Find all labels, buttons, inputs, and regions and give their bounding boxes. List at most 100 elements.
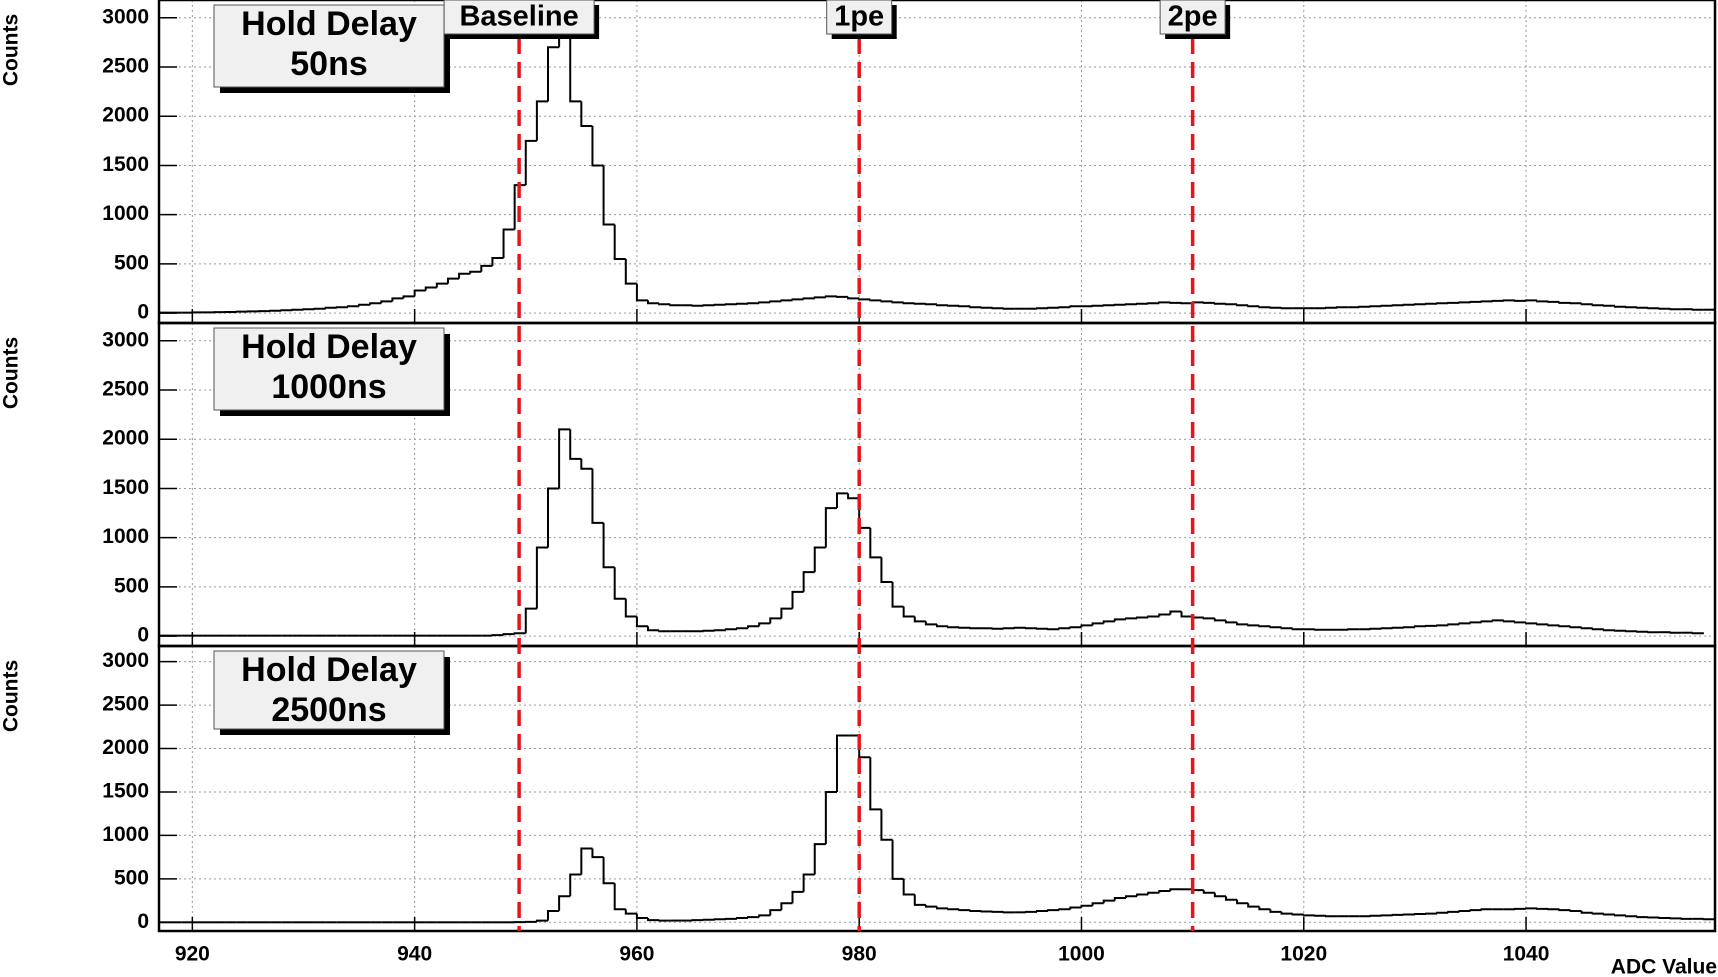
histogram-bin xyxy=(858,298,871,301)
histogram-bin xyxy=(602,165,615,226)
marker-label: Baseline xyxy=(459,1,578,33)
histogram-bin xyxy=(1247,305,1260,308)
histogram-bin xyxy=(1591,628,1604,631)
histogram-bin xyxy=(547,487,560,548)
histogram-bin xyxy=(435,282,448,288)
histogram-bin xyxy=(491,257,504,266)
annotation: Hold Delay xyxy=(241,5,417,43)
histogram-bin xyxy=(635,616,649,628)
histogram-bin xyxy=(891,581,904,608)
histogram-bin xyxy=(1247,624,1260,627)
y-tick-label: 1500 xyxy=(102,153,149,176)
histogram-bin xyxy=(1447,623,1460,626)
marker-label: 1pe xyxy=(834,1,884,33)
x-tick-label: 1020 xyxy=(1280,943,1327,966)
histogram-bin xyxy=(802,873,815,892)
histogram-bin xyxy=(1258,906,1271,911)
histogram-bin xyxy=(324,306,337,309)
histogram-bin xyxy=(1113,896,1126,901)
histogram-bin xyxy=(1136,616,1149,619)
histogram-bin xyxy=(735,627,749,630)
histogram-bin xyxy=(1613,305,1627,308)
histogram-bin xyxy=(1525,622,1538,625)
histogram-bin xyxy=(1291,913,1304,916)
histogram-bin xyxy=(1613,914,1627,917)
histogram-bin xyxy=(880,809,893,841)
histogram-bin xyxy=(913,616,926,623)
histogram-bin xyxy=(591,126,604,167)
annotation-box xyxy=(213,4,445,88)
histogram-bin xyxy=(813,843,826,875)
histogram-bin xyxy=(758,622,771,627)
histogram-bin xyxy=(1591,304,1604,307)
histogram-bin xyxy=(1258,306,1271,309)
histogram-bin xyxy=(1047,909,1060,912)
histogram-bin xyxy=(1625,915,1638,918)
histogram-bin xyxy=(602,857,615,885)
histogram-bin xyxy=(1058,908,1071,911)
annotation: 50ns xyxy=(290,45,368,83)
histogram-bin xyxy=(936,624,949,628)
histogram-bin xyxy=(1080,624,1093,628)
histogram-bin xyxy=(769,909,782,916)
histogram-bin xyxy=(969,910,982,913)
y-tick-label: 3000 xyxy=(102,649,149,672)
histogram-bin xyxy=(1258,625,1271,628)
histogram-bin xyxy=(1447,910,1460,913)
histogram-bin xyxy=(847,296,860,300)
histogram-bin xyxy=(547,910,560,921)
histogram-bin xyxy=(813,296,826,299)
y-axis-label: Counts xyxy=(0,337,23,409)
histogram-bin xyxy=(1158,613,1171,617)
marker-label-box xyxy=(1159,0,1226,35)
annotation-box xyxy=(213,327,445,411)
histogram-bin xyxy=(1547,624,1560,627)
histogram-bin xyxy=(1058,627,1071,630)
histogram-bin xyxy=(1202,890,1215,894)
histogram-bin xyxy=(424,286,437,291)
histogram-bin xyxy=(591,468,604,524)
histogram-bin xyxy=(1602,629,1615,632)
y-tick-label: 2000 xyxy=(102,736,149,759)
histogram-bin xyxy=(524,607,537,634)
y-tick-label: 1500 xyxy=(102,476,149,499)
histogram-bin xyxy=(580,847,593,875)
histogram-bin xyxy=(1147,891,1160,895)
histogram-bin xyxy=(824,507,837,548)
plot-area xyxy=(159,428,1704,637)
histogram-bin xyxy=(936,304,949,307)
histogram-bin xyxy=(1569,910,1582,913)
histogram-bin xyxy=(1413,625,1427,628)
histogram-bin xyxy=(1580,911,1593,914)
histogram-bin xyxy=(1580,627,1593,630)
histogram-bin xyxy=(480,264,493,272)
histogram-bin xyxy=(913,894,926,906)
histogram-bin xyxy=(1158,301,1171,304)
histogram-bin xyxy=(1136,893,1149,897)
histogram-bin xyxy=(1102,620,1115,624)
histogram-bin xyxy=(624,909,637,915)
histogram-bin xyxy=(1536,623,1549,626)
histogram-bin xyxy=(1602,913,1615,916)
histogram-bin xyxy=(547,46,560,102)
histogram-bin xyxy=(1269,909,1282,913)
histogram-bin xyxy=(1480,908,1493,911)
annotation: Hold Delay xyxy=(241,328,417,366)
histogram-bin xyxy=(1147,615,1160,618)
histogram-bin xyxy=(958,909,971,912)
histogram-bin xyxy=(791,298,804,301)
histogram-bin xyxy=(380,300,393,304)
histogram-bin xyxy=(1513,621,1527,624)
histogram-bin xyxy=(524,139,537,186)
histogram-bin xyxy=(391,297,404,302)
histogram-bin xyxy=(1491,619,1504,622)
histogram-bin xyxy=(647,917,660,922)
histogram-bin xyxy=(1169,888,1182,892)
histogram-bin xyxy=(1636,916,1649,919)
histogram-bin xyxy=(613,567,626,600)
histogram-bin xyxy=(902,878,915,896)
histogram-bin xyxy=(869,527,882,559)
histogram-bin xyxy=(658,303,671,306)
x-tick-label: 1000 xyxy=(1058,943,1105,966)
histogram-bin xyxy=(1202,617,1215,620)
